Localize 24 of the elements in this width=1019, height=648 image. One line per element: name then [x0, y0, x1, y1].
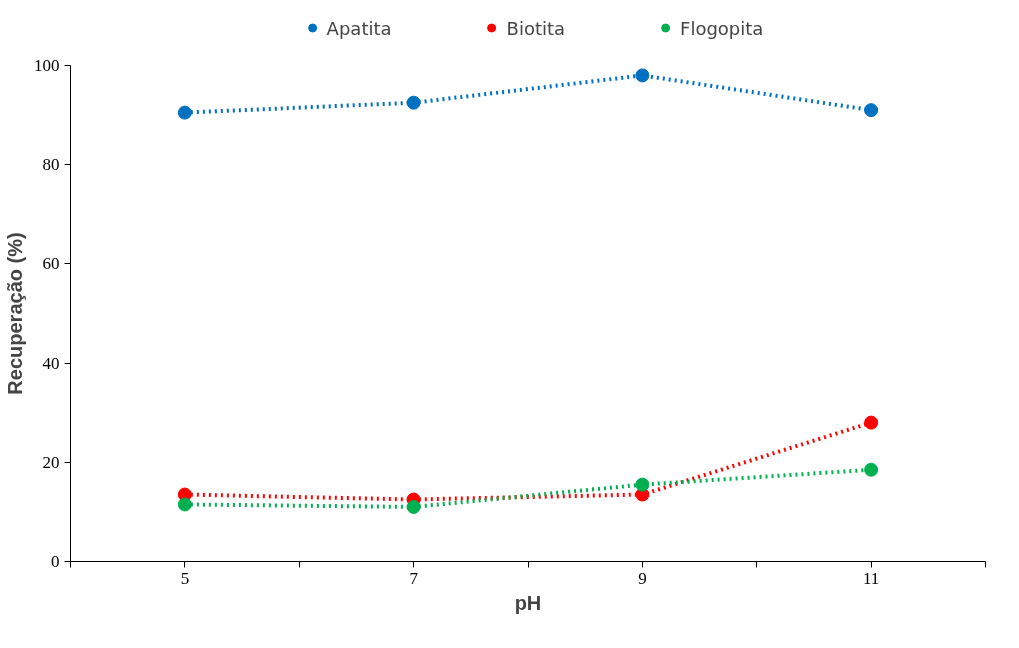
x-axis-title: pH: [514, 591, 542, 614]
x-tick-label: 5: [180, 568, 190, 588]
legend-label: Biotita: [506, 17, 566, 38]
point: [864, 462, 879, 477]
y-tick-label: 80: [42, 155, 60, 175]
legend-label: Apatita: [326, 17, 392, 38]
x-tick-label: 9: [638, 568, 647, 588]
y-tick-label: 60: [42, 254, 60, 274]
point: [864, 415, 879, 430]
point: [635, 68, 650, 83]
point: [406, 499, 421, 514]
point: [177, 105, 192, 120]
point: [177, 497, 192, 512]
point: [406, 95, 421, 110]
y-axis-title: Recuperação (%): [4, 232, 26, 395]
y-tick-label: 0: [51, 552, 60, 571]
y-tick-label: 20: [42, 452, 60, 472]
legend-label: Flogopita: [680, 17, 764, 38]
point: [635, 477, 650, 492]
point: [864, 103, 879, 118]
x-tick-label: 7: [409, 568, 419, 588]
x-tick-label: 11: [862, 568, 880, 588]
y-tick-label: 40: [42, 353, 60, 373]
y-tick-label: 100: [34, 56, 60, 75]
